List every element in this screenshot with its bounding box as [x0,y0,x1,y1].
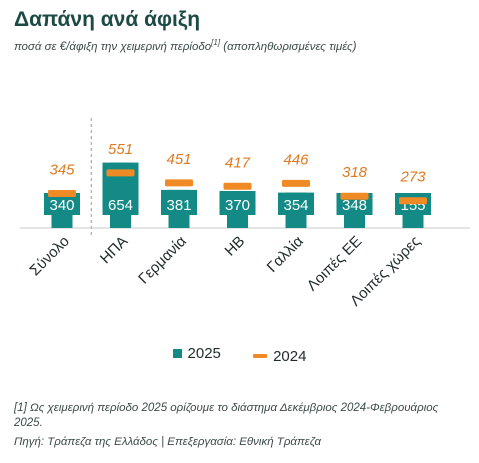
legend-swatch-2024 [253,354,268,358]
bar-2025-value-label-5: 348 [342,197,367,214]
legend-label-2025: 2025 [187,345,221,362]
x-tick-label-1: ΗΠΑ [97,233,131,267]
bar-2025-value-label-4: 354 [283,197,308,214]
marker-2024-5 [340,192,369,200]
footnote: [1] Ως χειμερινή περίοδο 2025 ορίζουμε τ… [14,402,439,429]
marker-2024-value-label-5: 318 [342,164,368,181]
bar-2025-6 [402,212,424,228]
subtitle-tail: (αποπληθωρισμένες τιμές) [220,40,357,53]
bar-2025-value-label-0: 340 [49,197,74,214]
marker-2024-4 [282,179,310,187]
legend: 2025 2024 [0,345,479,365]
legend-item-2024: 2024 [253,348,306,365]
chart-subtitle: ποσά σε €/άφιξη την χειμερινή περίοδο[1]… [14,38,356,53]
chart-title: Δαπάνη ανά άφιξη [14,8,201,31]
bar-2025-plate-4 [278,192,314,215]
bar-2025-plate-0 [44,193,80,215]
legend-label-2024: 2024 [273,347,307,365]
legend-swatch-2025 [172,349,182,358]
marker-2024-2 [165,179,193,187]
marker-2024-value-label-4: 446 [283,151,309,168]
subtitle-main: ποσά σε €/άφιξη την χειμερινή περίοδο [14,40,212,53]
bar-2025-value-label-3: 370 [225,197,250,214]
subtitle-footnote-ref: [1] [211,38,221,47]
bar-chart: 340 345 Σύνολο 654 551 ΗΠΑ 381 451 Γερμανία 370 41… [20,118,470,310]
bar-2025-plate-2 [161,189,197,215]
bar-2025-value-label-1: 654 [108,197,133,214]
x-tick-label-0: Σύνολο [26,233,72,279]
marker-2024-3 [223,182,252,190]
x-tick-label-4: Γαλλία [264,233,307,276]
x-tick-label-2: Γερμανία [135,233,190,288]
source-note: Πηγή: Τράπεζα της Ελλάδος | Επεξεργασία:… [14,436,322,448]
x-tick-label-3: ΗΒ [222,233,249,260]
marker-2024-1 [106,169,135,177]
legend-item-2025: 2025 [172,345,221,362]
marker-2024-value-label-0: 345 [49,162,75,179]
x-tick-label-5: Λοιπές ΕΕ [304,233,366,295]
marker-2024-0 [48,190,76,197]
bar-2025-plate-3 [219,191,256,215]
marker-2024-value-label-6: 273 [399,169,426,186]
bar-2025-value-label-2: 381 [166,197,191,214]
marker-2024-value-label-1: 551 [108,141,133,158]
marker-2024-value-label-3: 417 [225,154,251,171]
marker-2024-value-label-2: 451 [166,151,191,168]
marker-2024-6 [399,197,427,205]
